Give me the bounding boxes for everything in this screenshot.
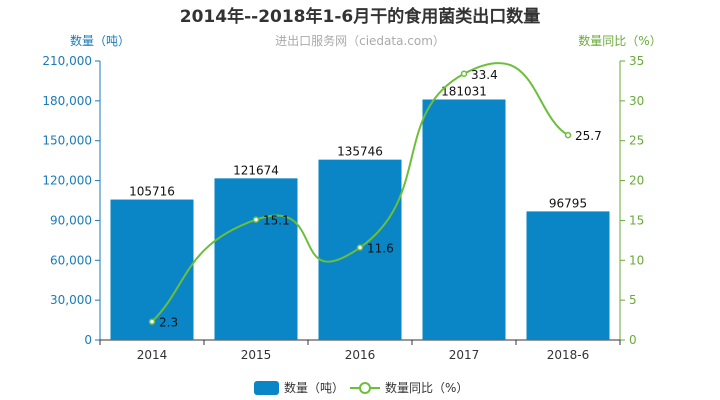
right-axis: 0 5 10 15 20 25 30 35 [619, 54, 644, 347]
left-tick-label: 0 [84, 333, 92, 347]
left-axis-title: 数量（吨） [70, 33, 130, 48]
line-value-label: 25.7 [575, 129, 602, 143]
left-axis: 0 30,000 60,000 90,000 120,000 150,000 180,000… [42, 54, 101, 347]
left-tick-label: 180,000 [42, 94, 92, 108]
right-tick-label: 35 [629, 54, 644, 68]
x-tick-label: 2017 [449, 348, 480, 362]
line-point [252, 216, 260, 223]
x-tick-label: 2014 [137, 348, 168, 362]
left-tick-label: 60,000 [50, 253, 92, 267]
left-tick-label: 120,000 [42, 174, 92, 188]
legend-bar-swatch [254, 381, 279, 395]
bar [526, 211, 610, 340]
left-tick-label: 150,000 [42, 134, 92, 148]
x-tick-label: 2018-6 [547, 348, 590, 362]
bar [110, 199, 194, 340]
right-tick-label: 0 [629, 333, 637, 347]
legend-bar-label: 数量（吨） [284, 380, 344, 395]
bar-value-label: 105716 [129, 185, 175, 199]
bar-value-label: 181031 [441, 84, 487, 98]
line-value-label: 2.3 [159, 316, 178, 330]
line-point [460, 70, 468, 78]
x-tick-label: 2015 [241, 348, 272, 362]
right-tick-label: 15 [629, 213, 644, 227]
chart-title: 2014年--2018年1-6月干的食用菌类出口数量 [180, 6, 540, 27]
line-point [356, 244, 364, 251]
legend-line-label: 数量同比（%） [385, 380, 468, 395]
right-tick-label: 5 [629, 293, 637, 307]
x-tick-label: 2016 [345, 348, 376, 362]
legend-line-marker [359, 382, 371, 394]
bar-value-label: 135746 [337, 145, 383, 159]
left-tick-label: 210,000 [42, 54, 92, 68]
line-point [564, 131, 572, 139]
bar-value-label: 121674 [233, 163, 279, 177]
legend[interactable]: 数量（吨） 数量同比（%） [254, 380, 468, 395]
right-tick-label: 10 [629, 253, 644, 267]
bar [214, 178, 298, 340]
line-value-label: 33.4 [471, 68, 498, 82]
line-series: 2.3 15.1 11.6 33.4 25.7 [148, 61, 602, 330]
left-tick-label: 30,000 [50, 293, 92, 307]
right-tick-label: 30 [629, 94, 644, 108]
bar [422, 99, 506, 340]
line-value-label: 11.6 [367, 242, 394, 256]
left-tick-label: 90,000 [50, 213, 92, 227]
right-axis-title: 数量同比（%） [578, 33, 661, 48]
chart-subtitle: 进出口服务网（ciedata.com） [275, 33, 445, 48]
bar-value-label: 96795 [549, 196, 587, 210]
x-axis: 2014 2015 2016 2017 2018-6 [99, 339, 621, 362]
right-tick-label: 20 [629, 174, 644, 188]
bar-series: 105716 121674 135746 181031 96795 [110, 84, 610, 340]
line-point [148, 318, 156, 325]
right-tick-label: 25 [629, 134, 644, 148]
line-value-label: 15.1 [263, 214, 290, 228]
